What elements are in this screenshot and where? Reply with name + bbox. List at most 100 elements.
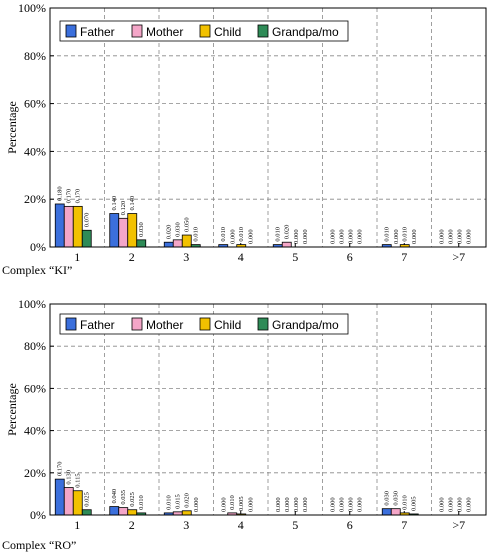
legend-swatch-father <box>65 317 77 331</box>
bar-value-label: 0.000 <box>356 497 363 512</box>
bar-value-label: 0.130 <box>66 470 73 485</box>
legend-swatch-grandpamo <box>257 24 269 38</box>
xtick-label: 5 <box>292 518 298 532</box>
bar-value-label: 0.000 <box>247 229 254 244</box>
ytick-label: 60% <box>24 97 46 111</box>
bar-child-1 <box>72 490 83 516</box>
legend-swatch-father <box>65 24 77 38</box>
xtick-label: 7 <box>401 250 407 264</box>
bar-value-label: 0.020 <box>184 493 191 508</box>
bar-value-label: 0.010 <box>402 495 409 510</box>
bar-value-label: 0.000 <box>302 497 309 512</box>
bar-mother-1 <box>63 205 74 248</box>
legend-swatch-child <box>199 24 211 38</box>
xtick-label: 5 <box>292 250 298 264</box>
bar-value-label: 0.170 <box>75 189 82 204</box>
bar-value-label: 0.000 <box>456 497 463 512</box>
bar-father-2 <box>109 506 120 516</box>
bar-value-label: 0.050 <box>184 217 191 232</box>
y-axis-label: Percentage <box>5 383 19 436</box>
bar-father-3 <box>163 241 174 248</box>
bar-value-label: 0.000 <box>447 497 454 512</box>
plot-frame <box>49 7 487 248</box>
legend-label: Father <box>80 25 115 39</box>
bar-value-label: 0.025 <box>129 492 136 507</box>
xtick-label: 3 <box>183 250 189 264</box>
bar-value-label: 0.010 <box>384 227 391 242</box>
xtick-label: 6 <box>347 518 353 532</box>
legend: Father Mother Child Grandpa/mo <box>59 20 349 42</box>
bar-value-label: 0.000 <box>329 497 336 512</box>
ytick-label: 0% <box>30 240 46 254</box>
bar-father-1 <box>54 203 65 248</box>
bar-value-label: 0.120 <box>120 201 127 216</box>
xtick-label: 1 <box>74 250 80 264</box>
legend-label: Father <box>80 318 115 332</box>
legend-swatch-child <box>199 317 211 331</box>
ytick-label: 60% <box>24 381 46 395</box>
bar-value-label: 0.000 <box>275 497 282 512</box>
bar-value-label: 0.020 <box>284 225 291 240</box>
bar-value-label: 0.000 <box>193 497 200 512</box>
legend: Father Mother Child Grandpa/mo <box>59 313 349 335</box>
bar-father-1 <box>54 478 65 516</box>
bar-value-label: 0.020 <box>166 225 173 240</box>
bar-value-label: 0.170 <box>57 462 64 477</box>
bar-father-2 <box>109 213 120 248</box>
xtick-label: 4 <box>238 250 244 264</box>
bar-value-label: 0.140 <box>129 196 136 211</box>
bar-value-label: 0.010 <box>220 227 227 242</box>
legend-label: Grandpa/mo <box>272 25 339 39</box>
xtick-label: 2 <box>129 250 135 264</box>
xtick-label: 7 <box>401 518 407 532</box>
bar-value-label: 0.000 <box>465 497 472 512</box>
xtick-label: 2 <box>129 518 135 532</box>
bar-value-label: 0.015 <box>175 494 182 509</box>
bar-grandpamo-1 <box>81 229 92 248</box>
bar-value-label: 0.000 <box>411 229 418 244</box>
bar-value-label: 0.010 <box>166 495 173 510</box>
bar-father-7 <box>381 508 392 516</box>
bar-value-label: 0.000 <box>293 229 300 244</box>
bar-mother-2 <box>118 507 129 516</box>
bar-value-label: 0.010 <box>193 227 200 242</box>
y-axis-label: Percentage <box>5 101 19 154</box>
bar-child-2 <box>127 509 138 516</box>
xtick-label: 4 <box>238 518 244 532</box>
legend-swatch-mother <box>131 24 143 38</box>
legend-label: Grandpa/mo <box>272 318 339 332</box>
bar-value-label: 0.180 <box>57 186 64 201</box>
ytick-label: 40% <box>24 424 46 438</box>
ytick-label: 20% <box>24 192 46 206</box>
legend-label: Mother <box>146 25 183 39</box>
bar-value-label: 0.000 <box>220 497 227 512</box>
bar-mother-7 <box>390 508 401 516</box>
legend-label: Child <box>214 318 241 332</box>
bar-value-label: 0.070 <box>84 213 91 228</box>
chart-caption: Complex “KI” <box>2 263 72 277</box>
bar-value-label: 0.030 <box>138 222 145 237</box>
ytick-label: 20% <box>24 466 46 480</box>
bar-child-1 <box>72 205 83 248</box>
bar-value-label: 0.030 <box>384 491 391 506</box>
bar-value-label: 0.000 <box>465 229 472 244</box>
bar-child-3 <box>181 234 192 248</box>
bar-mother-1 <box>63 487 74 516</box>
ytick-label: 40% <box>24 144 46 158</box>
bar-value-label: 0.140 <box>111 196 118 211</box>
xtick-label: 6 <box>347 250 353 264</box>
bar-value-label: 0.010 <box>229 495 236 510</box>
ytick-label: 100% <box>18 297 46 311</box>
bar-value-label: 0.000 <box>293 497 300 512</box>
bar-value-label: 0.010 <box>238 227 245 242</box>
bar-grandpamo-1 <box>81 509 92 516</box>
bar-value-label: 0.000 <box>347 229 354 244</box>
legend-label: Mother <box>146 318 183 332</box>
bar-value-label: 0.000 <box>338 497 345 512</box>
bar-value-label: 0.170 <box>66 189 73 204</box>
bar-value-label: 0.000 <box>438 497 445 512</box>
bar-value-label: 0.025 <box>84 492 91 507</box>
bar-value-label: 0.010 <box>138 495 145 510</box>
